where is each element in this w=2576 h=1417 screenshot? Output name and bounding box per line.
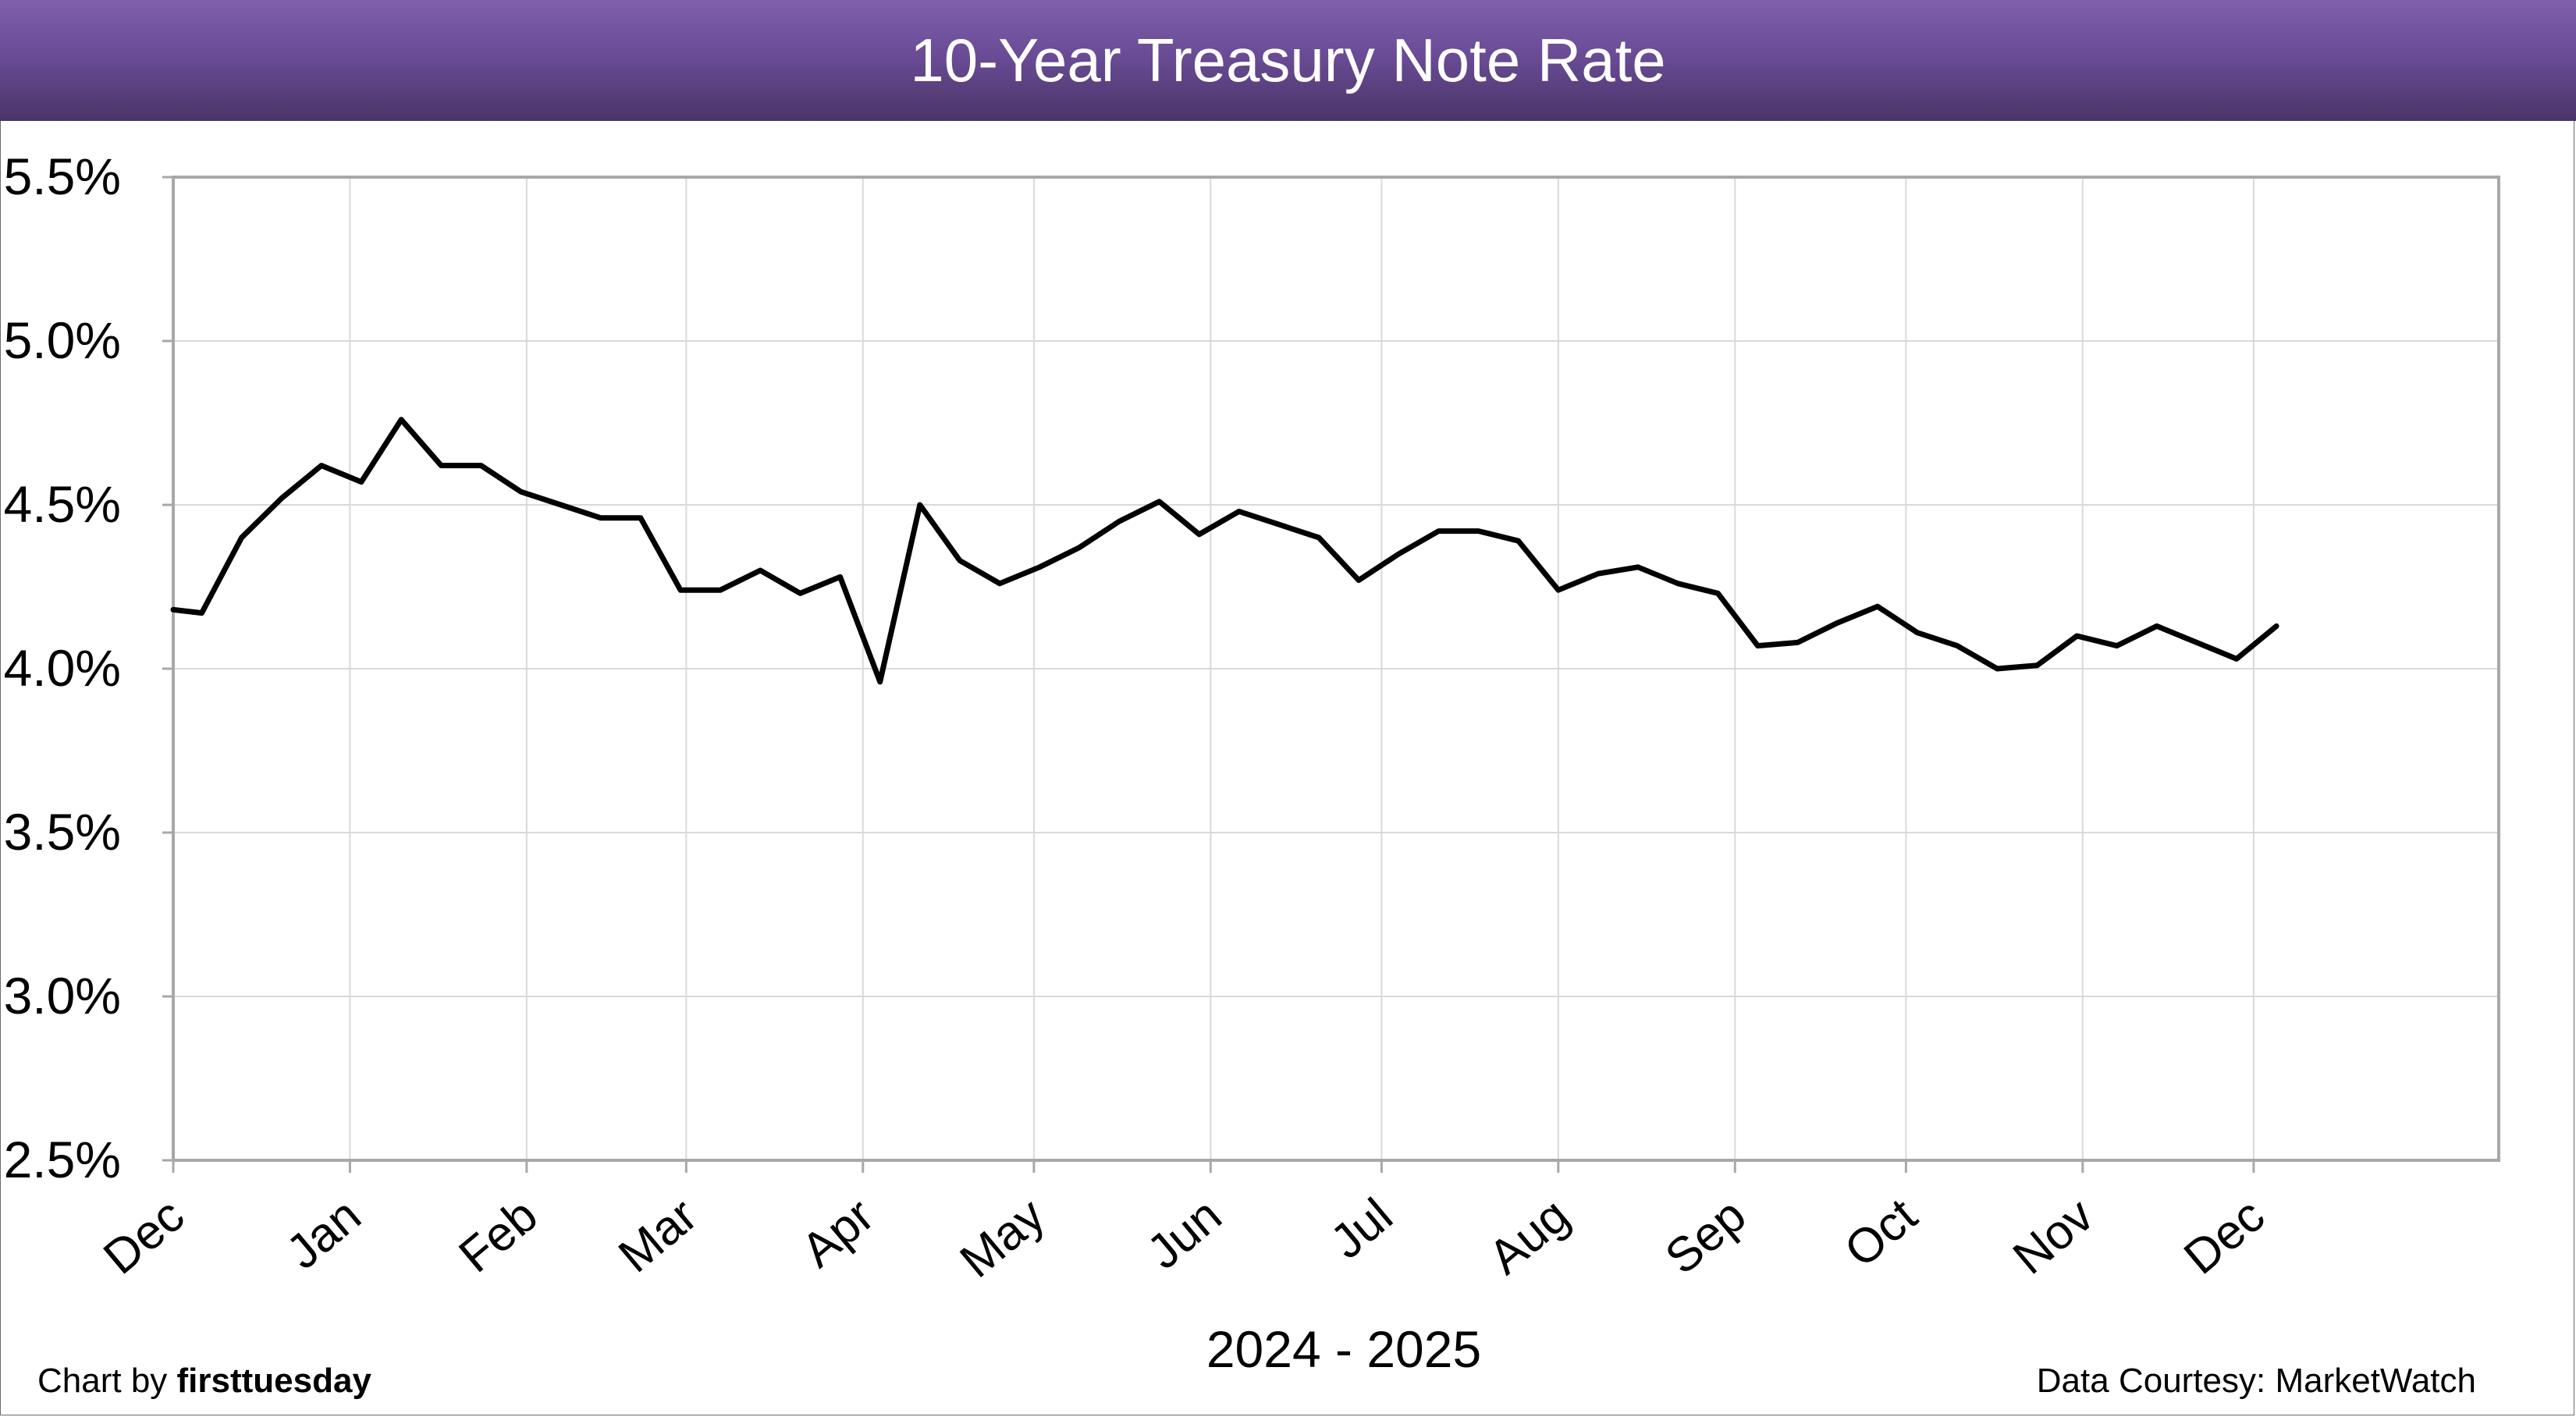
x-tick-label: Aug — [1479, 1188, 1579, 1285]
credit-prefix: Chart by — [37, 1362, 168, 1400]
x-tick-label: May — [950, 1188, 1055, 1288]
y-tick-label: 5.0% — [4, 311, 121, 369]
y-tick-label: 2.5% — [4, 1131, 121, 1188]
x-tick-label: Oct — [1835, 1188, 1927, 1278]
y-tick-label: 3.0% — [4, 967, 121, 1025]
horizontal-gridlines — [173, 340, 2499, 997]
x-tick-label: Mar — [609, 1188, 707, 1283]
x-tick-label: Jun — [1137, 1188, 1231, 1280]
series-line — [170, 417, 2279, 685]
x-tick-label: Jan — [276, 1188, 371, 1280]
x-axis-ticks: Dec Jan Feb Mar Apr May Jun Jul Aug Sep Oct Nov Dec — [94, 1160, 2275, 1288]
y-tick-label: 4.0% — [4, 639, 121, 697]
title-banner — [0, 0, 2576, 121]
x-tick-label: Feb — [449, 1188, 548, 1284]
x-tick-label: Nov — [2003, 1188, 2104, 1285]
y-tick-label: 4.5% — [4, 475, 121, 533]
x-tick-label: Sep — [1655, 1188, 1756, 1285]
x-axis-title: 2024 - 2025 — [1206, 1320, 1481, 1378]
x-tick-label: Apr — [792, 1188, 884, 1278]
data-source: Data Courtesy: MarketWatch — [2036, 1362, 2476, 1400]
y-axis-ticks: 2.5% 3.0% 3.5% 4.0% 4.5% 5.0% 5.5% — [4, 147, 173, 1188]
x-tick-label: Dec — [94, 1188, 194, 1285]
x-tick-label: Dec — [2174, 1188, 2275, 1285]
y-tick-label: 5.5% — [4, 147, 121, 205]
x-tick-label: Jul — [1320, 1188, 1402, 1270]
credit-brand: firsttuesday — [176, 1362, 371, 1400]
y-tick-label: 3.5% — [4, 803, 121, 861]
chart-credit: Chart by firsttuesday — [37, 1362, 371, 1401]
chart-title: 10-Year Treasury Note Rate — [910, 26, 1666, 94]
